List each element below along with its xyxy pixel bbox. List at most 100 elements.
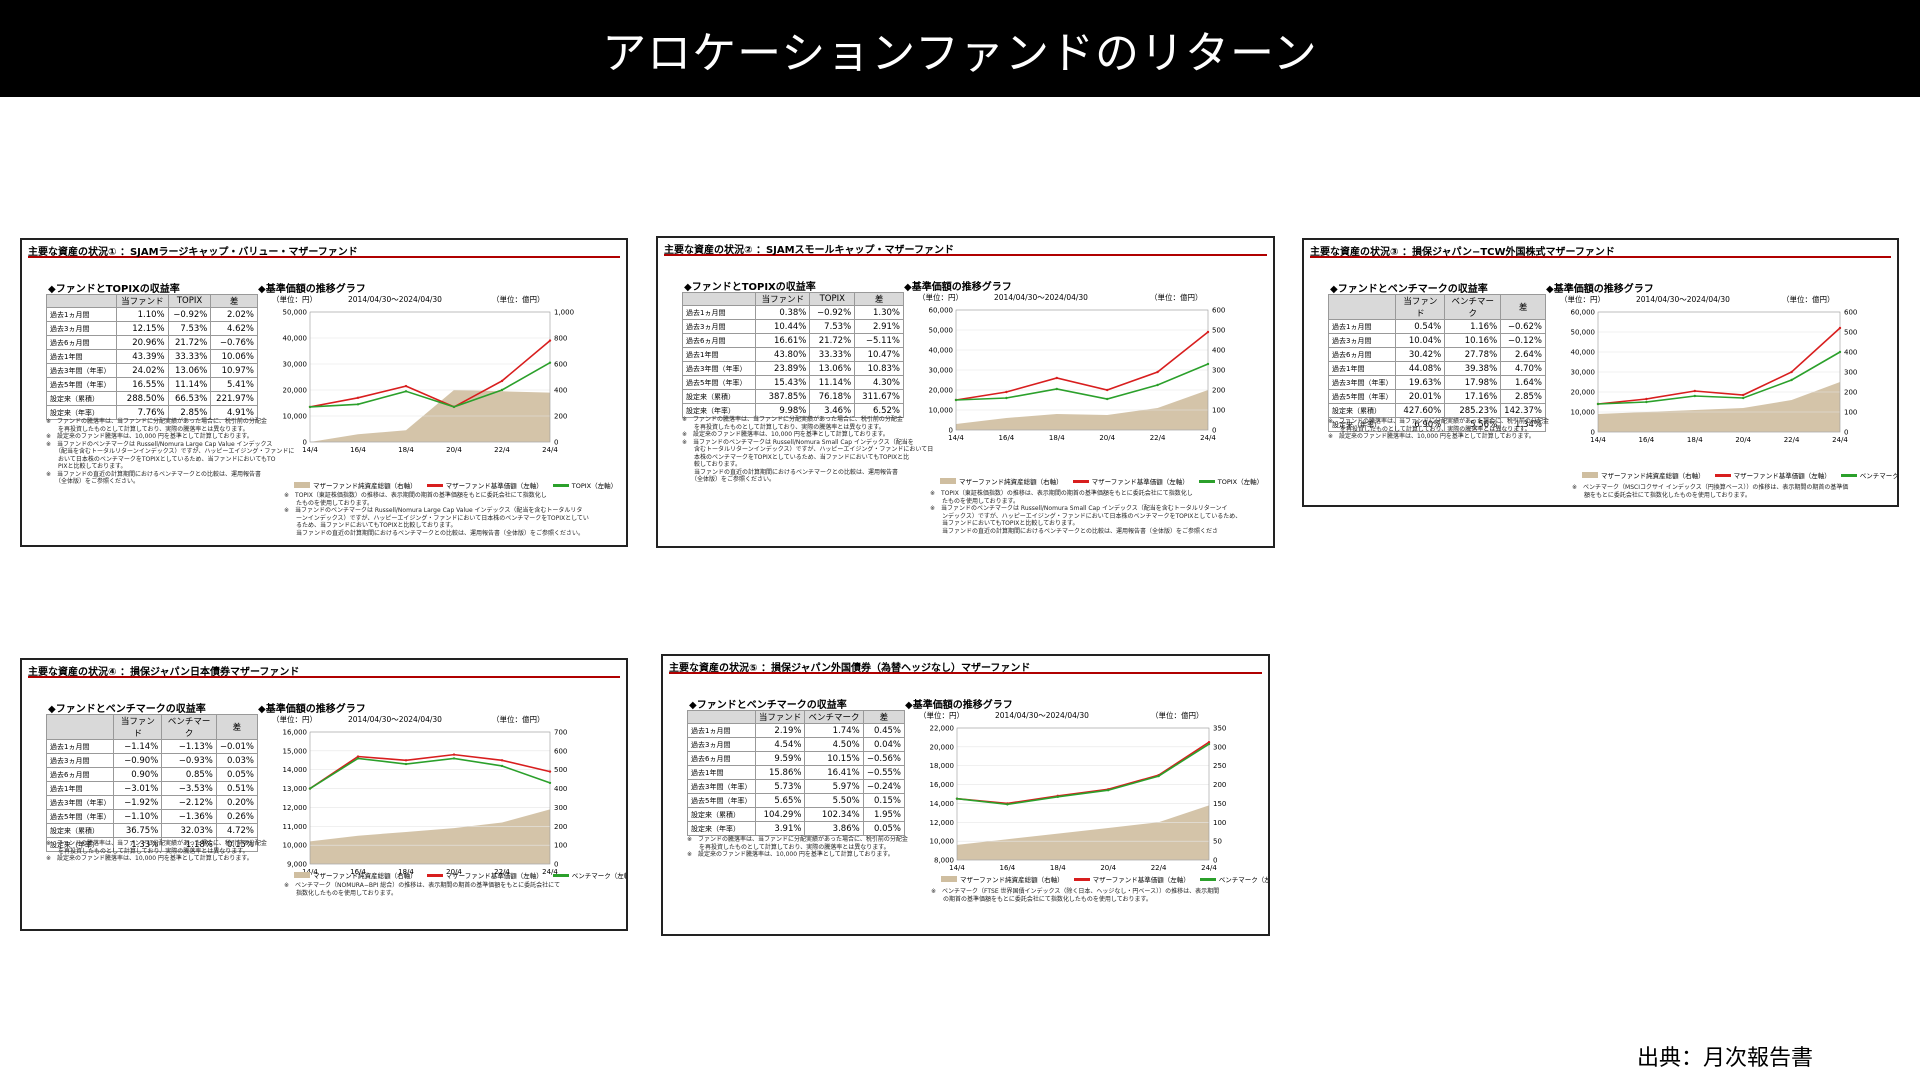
- table-cell: 0.15%: [215, 837, 259, 852]
- table-cell: −0.12%: [1500, 333, 1546, 348]
- y-right-tick: 100: [1212, 407, 1225, 415]
- y-left-tick: 22,000: [930, 725, 955, 733]
- y-right-tick: 350: [1213, 725, 1226, 733]
- table-cell: 10.47%: [854, 347, 904, 362]
- fund-panel-2: 主要な資産の状況② ：SJAMスモールキャップ・マザーファンド ◆ファンドとTOP…: [656, 236, 1275, 548]
- y-right-tick: 400: [1844, 349, 1857, 357]
- table-cell: 1.95%: [862, 807, 906, 822]
- y-left-tick: 30,000: [283, 361, 308, 369]
- row-label: 過去3年間（年率）: [1327, 375, 1397, 390]
- data-point: [1790, 378, 1793, 382]
- row-label: 過去3ヵ月間: [45, 321, 118, 336]
- note-line: ーンインデックス）ですが、ハッピーエイジング・ファンドにおいて日本株のベンチマー…: [284, 514, 589, 522]
- table-cell: 4.54%: [754, 737, 806, 752]
- plot-frame: [309, 311, 551, 443]
- row-label: 過去1ヵ月間: [1327, 319, 1397, 334]
- table-row: 過去3年間（年率） 5.73% 5.97% −0.24%: [687, 779, 906, 794]
- table-header-cell: [45, 294, 118, 308]
- y-right-tick: 300: [1844, 369, 1857, 377]
- y-left-tick: 10,000: [283, 842, 308, 850]
- legend-item: マザーファンド純資産総額（右軸）: [294, 480, 417, 490]
- row-label: 過去1年間: [1327, 361, 1397, 376]
- data-point: [308, 405, 312, 409]
- table-cell: 4.70%: [1500, 361, 1546, 376]
- note-line: ※ TOPIX（東証株価指数）の推移は、表示期間の期首の基準価額をもとに委託会社…: [284, 492, 547, 499]
- row-label: 設定来（年率）: [687, 821, 756, 836]
- table-header-cell: 当ファンド: [755, 292, 811, 306]
- row-label: 設定来（累積）: [681, 389, 757, 404]
- row-label: 設定来（累積）: [45, 391, 118, 406]
- left-unit-label: （単位：円）: [1560, 295, 1605, 304]
- table-cell: 142.37%: [1500, 403, 1546, 418]
- table-cell: 20.96%: [116, 335, 169, 350]
- table-row: 過去1ヵ月間 2.19% 1.74% 0.45%: [687, 723, 906, 738]
- returns-table: 当ファンド TOPIX 差過去1ヵ月間 0.38% −0.92% 1.30% 過去3ヵ月間 1…: [681, 292, 904, 418]
- table-cell: 0.38%: [755, 305, 811, 320]
- y-right-tick: 200: [1844, 389, 1857, 397]
- x-tick: 16/4: [999, 434, 1015, 442]
- note-line: たものを使用しております。: [930, 497, 1020, 505]
- data-point: [1693, 389, 1696, 393]
- note-line: ※ ベンチマーク（NOMURA−BPI 総合）の推移は、表示期間の期首の基準価額…: [284, 882, 561, 889]
- table-cell: 0.05%: [215, 767, 259, 782]
- data-point: [1207, 740, 1211, 744]
- table-row: 設定来（年率） 1.33% 1.18% 0.15%: [45, 837, 259, 852]
- y-right-tick: 200: [554, 823, 567, 831]
- y-left-tick: 60,000: [1571, 309, 1596, 317]
- y-right-tick: 0: [1212, 427, 1216, 435]
- table-row: 過去3ヵ月間 4.54% 4.50% 0.04%: [687, 737, 906, 752]
- y-left-tick: 14,000: [930, 800, 955, 808]
- table-row: 過去5年間（年率） −1.10% −1.36% 0.26%: [45, 809, 259, 824]
- nav-area-series: [1598, 382, 1840, 432]
- x-tick: 22/4: [494, 446, 510, 454]
- table-cell: −3.53%: [161, 781, 217, 796]
- row-label: 過去6ヵ月間: [45, 767, 115, 782]
- chart-title: ◆基準価額の推移グラフ: [905, 700, 1013, 711]
- table-cell: 10.97%: [210, 363, 258, 378]
- row-label: 設定来（累積）: [45, 823, 115, 838]
- y-right-tick: 100: [1844, 409, 1857, 417]
- table-cell: 66.53%: [167, 391, 212, 406]
- note-line: を再投資したものとして計算しており、実際の騰落率とは異なります。: [682, 423, 885, 431]
- data-point: [404, 390, 408, 393]
- table-row: 過去1年間 44.08% 39.38% 4.70%: [1327, 361, 1546, 376]
- legend-item: TOPIX（左軸）: [552, 480, 617, 490]
- y-right-tick: 500: [554, 766, 567, 774]
- fund-panel-4: 主要な資産の状況④ ：損保ジャパン日本債券マザーファンド ◆ファンドとベンチマーク…: [20, 658, 628, 931]
- data-point: [404, 384, 408, 388]
- note-line: ※ ファンドの騰落率は、当ファンドに分配実績があった場合に、税引前の分配金: [682, 416, 903, 423]
- panel-header: 主要な資産の状況② ：SJAMスモールキャップ・マザーファンド: [664, 241, 1267, 256]
- legend-item: マザーファンド純資産総額（右軸）: [941, 874, 1064, 884]
- note-line: ※ TOPIX（東証株価指数）の推移は、表示期間の期首の基準価額をもとに委託会社…: [930, 490, 1193, 497]
- table-cell: 0.05%: [862, 821, 906, 836]
- x-tick: 20/4: [1099, 434, 1115, 442]
- row-label: 設定来（累積）: [687, 807, 756, 822]
- table-row: 設定来（累積） 36.75% 32.03% 4.72%: [45, 823, 259, 838]
- table-row: 設定来（年率） 7.76% 2.85% 4.91%: [45, 405, 258, 420]
- table-cell: 2.85%: [1500, 389, 1546, 404]
- table-row: 過去3ヵ月間 −0.90% −0.93% 0.03%: [45, 753, 259, 768]
- table-cell: 4.30%: [854, 375, 904, 390]
- row-label: 過去3ヵ月間: [681, 319, 757, 334]
- plot-frame: [1597, 311, 1841, 433]
- y-right-tick: 600: [1844, 309, 1857, 317]
- data-point: [1838, 326, 1842, 330]
- note-line: ※ 当ファンドの直近の計算期間におけるベンチマークとの比較は、運用報告書: [46, 470, 261, 478]
- note-line: ※ 設定来のファンド騰落率は、10,000 円を基準として計算しております。: [46, 855, 253, 862]
- data-point: [548, 781, 552, 785]
- table-row: 過去6ヵ月間 30.42% 27.78% 2.64%: [1327, 347, 1546, 362]
- table-row: 過去1年間 43.80% 33.33% 10.47%: [681, 347, 904, 362]
- data-point: [1106, 397, 1109, 401]
- table-row: 設定来（年率） 9.98% 3.46% 6.52%: [681, 403, 904, 418]
- x-tick: 22/4: [494, 868, 510, 876]
- y-right-tick: 400: [554, 785, 567, 793]
- y-right-tick: 200: [1212, 387, 1225, 395]
- data-point: [500, 764, 504, 768]
- returns-title: ◆ファンドとベンチマークの収益率: [689, 700, 847, 711]
- table-cell: −5.11%: [854, 333, 904, 348]
- table-cell: 7.53%: [167, 321, 212, 336]
- note-line: を再投資したものとして計算しており、実際の騰落率とは異なります。: [46, 847, 249, 855]
- row-label: 過去6ヵ月間: [1327, 347, 1397, 362]
- left-unit-label: （単位：円）: [272, 715, 317, 724]
- table-cell: 10.15%: [804, 751, 864, 766]
